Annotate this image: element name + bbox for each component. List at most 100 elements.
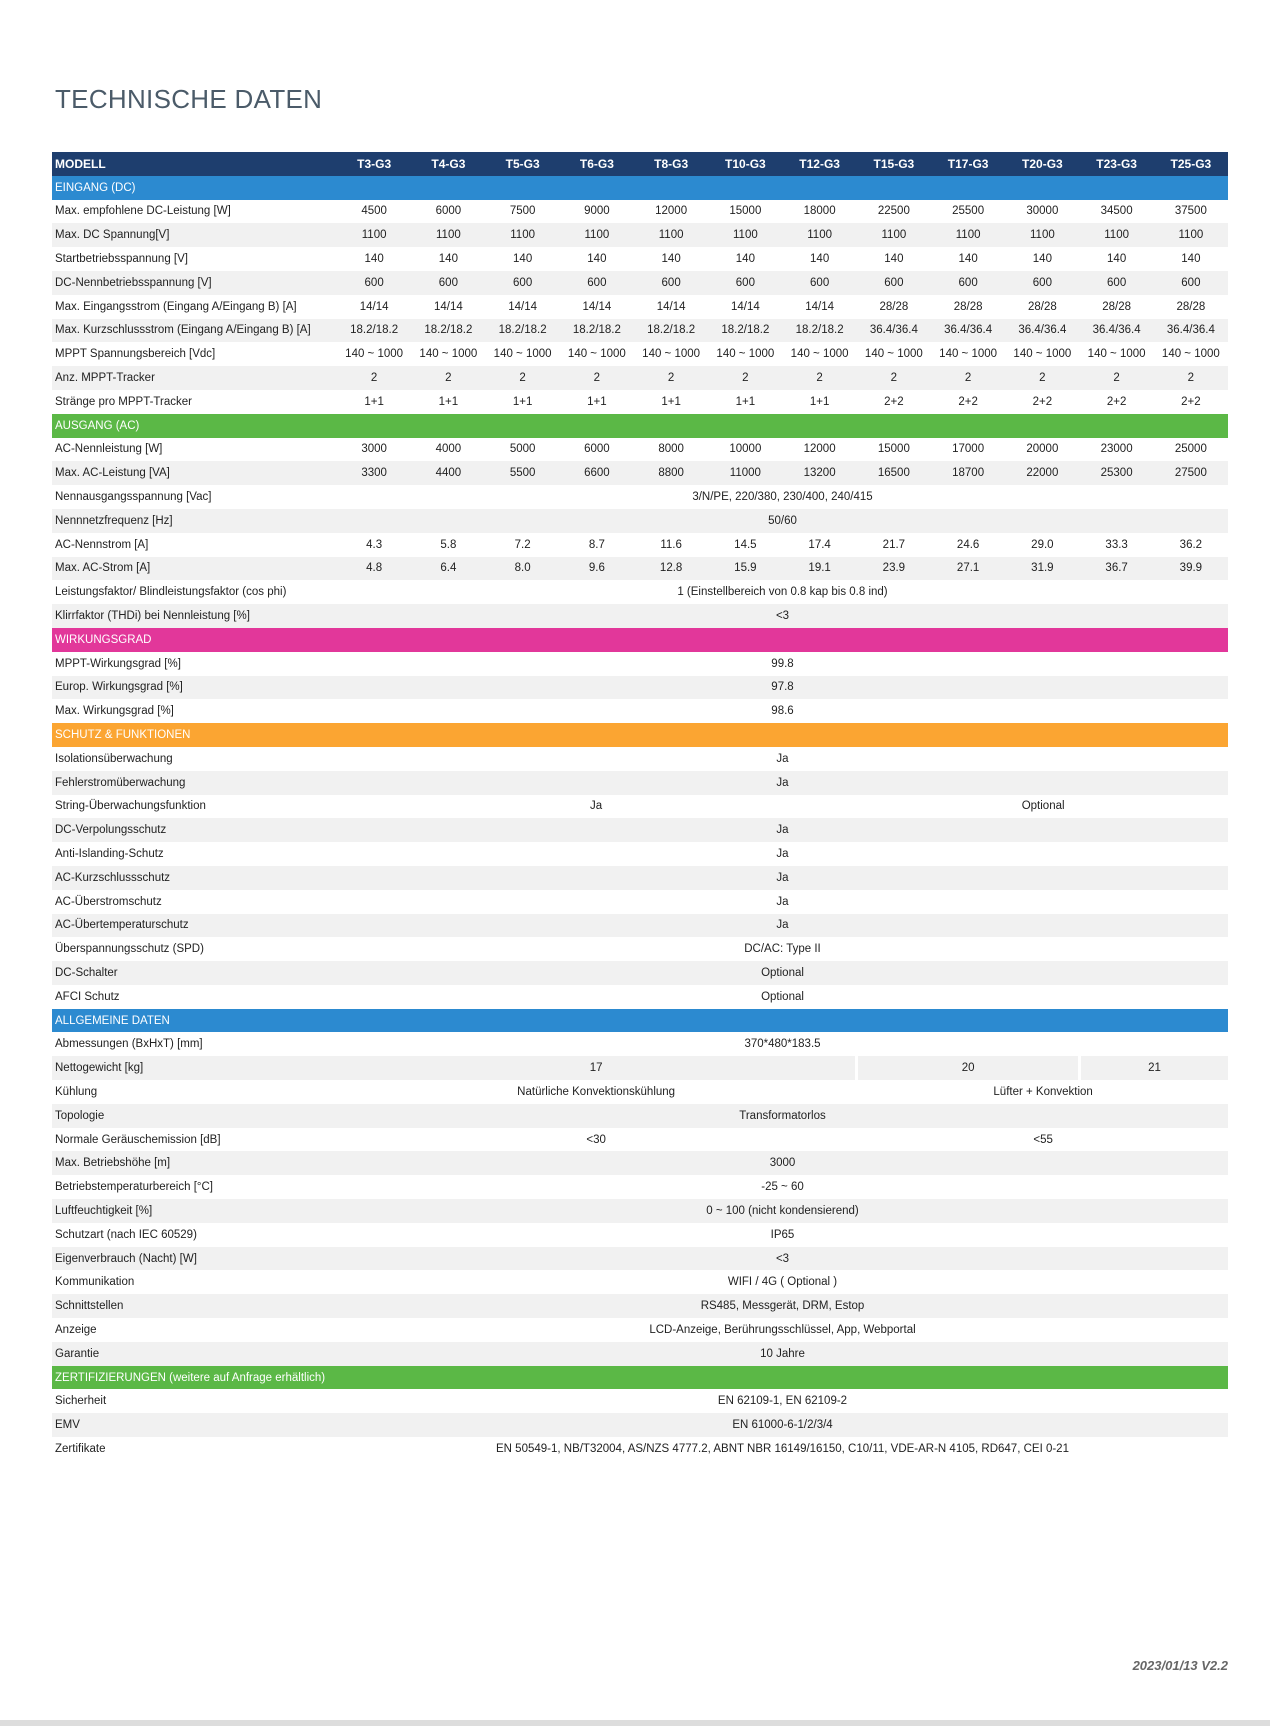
cell: Natürliche Konvektionskühlung [517,1085,676,1098]
data-row: Anti-Islanding-Schutz Ja [52,842,1228,866]
cell: 28/28 [1027,300,1057,313]
cell: 18.2/18.2 [485,318,560,343]
cell: 18.2/18.2 [411,318,486,343]
cell: 140 [1107,253,1127,266]
cell: 4000 [435,443,462,456]
cell: LCD-Anzeige, Berührungsschlüssel, App, W… [649,1323,916,1336]
cell: 1100 [559,223,634,248]
cell: 140 [364,253,384,266]
cell: 4500 [361,205,387,218]
cell: 99.8 [771,657,794,670]
cell: 36.4/36.4 [1079,318,1154,343]
cell: 1100 [931,223,1006,248]
cell: Ja [590,800,603,813]
cell: 15000 [729,205,762,218]
cell: Ja [776,895,789,908]
row-label: Max. AC-Leistung [VA] [52,461,337,486]
cell: 36.4/36.4 [856,318,931,343]
row-label: Sicherheit [55,1395,107,1408]
data-row: Isolationsüberwachung Ja [52,747,1228,771]
cell: 4.8 [337,556,412,581]
data-row: Schutzart (nach IEC 60529) IP65 [52,1223,1228,1247]
cell: 140 ~ 1000 [790,348,849,361]
data-row: Startbetriebsspannung [V] 140 140 140 140 140… [52,247,1228,271]
cell: 17000 [952,443,985,456]
cell: 1100 [708,223,783,248]
row-label: Klirrfaktor (THDi) bei Nennleistung [%] [52,604,337,628]
cell: 600 [411,270,486,295]
data-row: Sicherheit EN 62109-1, EN 62109-2 [52,1389,1228,1413]
row-label: Max. Betriebshöhe [m] [52,1151,337,1176]
section-title: ZERTIFIZIERUNGEN (weitere auf Anfrage er… [52,1365,1228,1390]
cell: 140 ~ 1000 [864,348,923,361]
cell: 28/28 [953,300,983,313]
cell: 1 (Einstellbereich von 0.8 kap bis 0.8 i… [677,586,888,599]
row-label: AC-Kurzschlussschutz [52,865,337,890]
cell: 18000 [803,205,836,218]
section-row: WIRKUNGSGRAD [52,627,1228,652]
data-row: Schnittstellen RS485, Messgerät, DRM, Est… [52,1294,1228,1319]
section-title: AUSGANG (AC) [52,413,1228,438]
row-label: Isolationsüberwachung [55,752,173,765]
cell: Ja [776,752,789,765]
cell: 24.6 [956,538,980,551]
row-label: Max. DC Spannung[V] [52,223,337,248]
cell: 15000 [877,443,910,456]
data-row: Europ. Wirkungsgrad [%] 97.8 [52,675,1228,700]
cell: 13200 [782,461,857,486]
cell: 600 [708,270,783,295]
cell: 12000 [803,443,836,456]
data-row: MPPT-Wirkungsgrad [%] 99.8 [52,652,1228,676]
row-label: Leistungsfaktor/ Blindleistungsfaktor (c… [55,586,287,599]
cell: 14/14 [508,300,538,313]
row-label: Startbetriebsspannung [V] [55,253,188,266]
row-label: Betriebstemperaturbereich [°C] [55,1181,214,1194]
data-row: Nennausgangsspannung [Vac] 3/N/PE, 220/38… [52,485,1228,509]
cell: 18.2/18.2 [337,318,412,343]
data-row: Zertifikate EN 50549-1, NB/T32004, AS/NZS… [52,1437,1228,1461]
data-row: EMV EN 61000-6-1/2/3/4 [52,1413,1228,1438]
cell: 14/14 [730,300,760,313]
row-label: Zertifikate [55,1442,106,1455]
cell: 140 [884,253,904,266]
data-row: AC-Nennstrom [A] 4.3 5.8 7.2 8.7 11.6 14.5 17.4… [52,533,1228,557]
row-label: DC-Schalter [52,961,337,985]
cell: 7500 [509,205,536,218]
cell: 22500 [877,205,910,218]
column-header: T5-G3 [485,152,560,176]
cell: 36.4/36.4 [1153,318,1228,343]
column-header: T15-G3 [856,152,931,176]
cell: 28/28 [1102,300,1132,313]
cell: 1+1 [512,395,533,408]
cell: 10000 [729,443,762,456]
cell: 600 [782,270,857,295]
cell: 5000 [509,443,536,456]
section-title: ALLGEMEINE DATEN [52,1008,1228,1033]
cell: 4400 [411,461,486,486]
cell: 15.9 [708,556,783,581]
cell: 0 ~ 100 (nicht kondensierend) [337,1199,1228,1223]
data-row: DC-Schalter Optional [52,961,1228,985]
cell: Optional [337,961,1228,985]
page-edge [0,1720,1270,1726]
cell: Transformatorlos [337,1103,1228,1128]
row-label: AC-Überstromschutz [55,895,162,908]
row-label: Schutzart (nach IEC 60529) [55,1228,197,1241]
cell: 1100 [634,223,709,248]
data-row: Garantie 10 Jahre [52,1341,1228,1366]
cell: 39.9 [1153,556,1228,581]
row-label: Nettogewicht [kg] [52,1056,337,1081]
cell: 21 [1078,1056,1228,1081]
cell: 23.9 [856,556,931,581]
cell: 1+1 [438,395,459,408]
row-label: Fehlerstromüberwachung [52,770,337,795]
row-label: Max. Wirkungsgrad [%] [55,705,174,718]
cell: 600 [1079,270,1154,295]
cell: 3000 [361,443,387,456]
cell: 14.5 [734,538,757,551]
row-label: Max. empfohlene DC-Leistung [W] [55,205,231,218]
row-label: Normale Geräuschemission [dB] [55,1133,221,1146]
row-label: AC-Nennleistung [W] [55,443,163,456]
cell: 140 ~ 1000 [567,348,626,361]
data-row: Stränge pro MPPT-Tracker 1+1 1+1 1+1 1+1 1+1 1… [52,390,1228,414]
